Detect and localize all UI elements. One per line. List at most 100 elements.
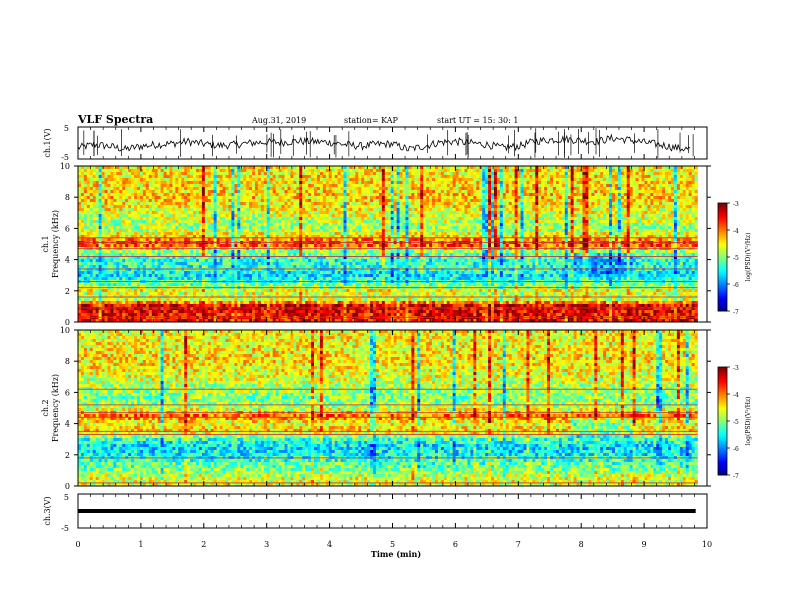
spec-cell bbox=[225, 319, 229, 323]
spec-cell bbox=[293, 235, 297, 239]
spec-cell bbox=[340, 178, 344, 182]
spec-cell bbox=[340, 211, 344, 215]
spec-cell bbox=[169, 205, 173, 209]
spec-cell bbox=[331, 181, 335, 185]
spec-cell bbox=[231, 274, 235, 278]
spec-cell bbox=[225, 262, 229, 266]
spec-cell bbox=[234, 226, 238, 230]
spec-cell bbox=[243, 250, 247, 254]
spec-cell bbox=[148, 259, 153, 263]
spec-cell bbox=[116, 214, 120, 218]
spec-cell bbox=[216, 289, 220, 293]
spec-cell bbox=[187, 208, 191, 212]
spec-cell bbox=[305, 265, 309, 269]
spec-cell bbox=[225, 265, 229, 269]
spec-cell bbox=[172, 208, 176, 212]
spec-cell bbox=[157, 274, 161, 278]
spec-cell bbox=[311, 214, 315, 218]
spec-cell bbox=[125, 184, 129, 188]
spec-cell bbox=[160, 208, 164, 212]
spec-cell bbox=[269, 319, 274, 323]
spec-cell bbox=[83, 262, 88, 266]
spec-cell bbox=[269, 187, 274, 191]
spec-cell bbox=[166, 190, 170, 194]
spec-cell bbox=[299, 259, 303, 263]
spec-cell bbox=[125, 301, 129, 305]
spec-cell bbox=[148, 298, 153, 302]
spec-cell bbox=[187, 268, 191, 272]
spec-cell bbox=[204, 226, 209, 230]
spec-cell bbox=[207, 205, 212, 209]
spec-cell bbox=[201, 289, 206, 293]
spec-cell bbox=[346, 196, 350, 200]
spec-cell bbox=[281, 232, 285, 236]
spec-cell bbox=[157, 313, 161, 317]
spec-cell bbox=[160, 253, 164, 257]
spec-cell bbox=[319, 301, 324, 305]
spec-cell bbox=[319, 277, 324, 281]
spec-cell bbox=[296, 172, 300, 176]
spec-cell bbox=[257, 217, 262, 221]
spec-cell bbox=[325, 190, 330, 194]
spec-cell bbox=[157, 175, 161, 179]
spec-cell bbox=[299, 202, 303, 206]
spec-cell bbox=[92, 289, 96, 293]
spec-cell bbox=[316, 214, 321, 218]
spec-cell bbox=[157, 178, 161, 182]
spec-cell bbox=[122, 277, 126, 281]
spec-cell bbox=[204, 205, 209, 209]
spec-cell bbox=[157, 208, 161, 212]
spec-cell bbox=[78, 235, 82, 239]
spec-cell bbox=[246, 310, 250, 314]
spec-cell bbox=[311, 187, 315, 191]
spec-cell bbox=[113, 181, 117, 185]
spec-cell bbox=[78, 199, 82, 203]
spec-cell bbox=[293, 310, 297, 314]
spec-cell bbox=[222, 229, 226, 233]
spec-cell bbox=[275, 172, 279, 176]
spec-cell bbox=[219, 292, 223, 296]
spec-cell bbox=[169, 244, 173, 248]
spec-cell bbox=[243, 196, 247, 200]
spec-cell bbox=[322, 265, 327, 269]
spec-cell bbox=[142, 196, 147, 200]
spec-cell bbox=[142, 211, 147, 215]
spec-cell bbox=[343, 229, 347, 233]
spec-cell bbox=[216, 253, 220, 257]
spec-cell bbox=[290, 283, 294, 287]
spec-cell bbox=[314, 307, 318, 311]
spec-cell bbox=[293, 169, 297, 173]
spec-cell bbox=[154, 259, 158, 263]
spec-cell bbox=[246, 292, 250, 296]
spec-cell bbox=[119, 271, 123, 275]
spec-cell bbox=[349, 289, 353, 293]
spec-cell bbox=[252, 226, 256, 230]
spec-cell bbox=[139, 223, 144, 227]
spec-cell bbox=[154, 229, 158, 233]
spec-cell bbox=[281, 217, 285, 221]
spec-cell bbox=[299, 229, 303, 233]
spec-cell bbox=[219, 244, 223, 248]
spec-cell bbox=[337, 199, 341, 203]
spec-cell bbox=[228, 238, 232, 242]
spec-cell bbox=[234, 274, 238, 278]
spec-cell bbox=[252, 205, 256, 209]
spec-cell bbox=[157, 190, 161, 194]
spec-cell bbox=[225, 217, 229, 221]
spec-cell bbox=[349, 274, 353, 278]
spec-cell bbox=[281, 298, 285, 302]
spec-cell bbox=[107, 274, 111, 278]
spec-cell bbox=[78, 229, 82, 233]
spec-cell bbox=[343, 202, 347, 206]
spec-cell bbox=[139, 202, 144, 206]
spec-cell bbox=[151, 181, 156, 185]
spec-cell bbox=[311, 223, 315, 227]
spec-cell bbox=[246, 193, 250, 197]
spec-cell bbox=[260, 214, 265, 218]
spec-cell bbox=[222, 235, 226, 239]
spec-cell bbox=[122, 262, 126, 266]
spec-cell bbox=[349, 259, 353, 263]
spec-cell bbox=[246, 238, 250, 242]
spec-cell bbox=[207, 235, 212, 239]
spec-cell bbox=[269, 172, 274, 176]
